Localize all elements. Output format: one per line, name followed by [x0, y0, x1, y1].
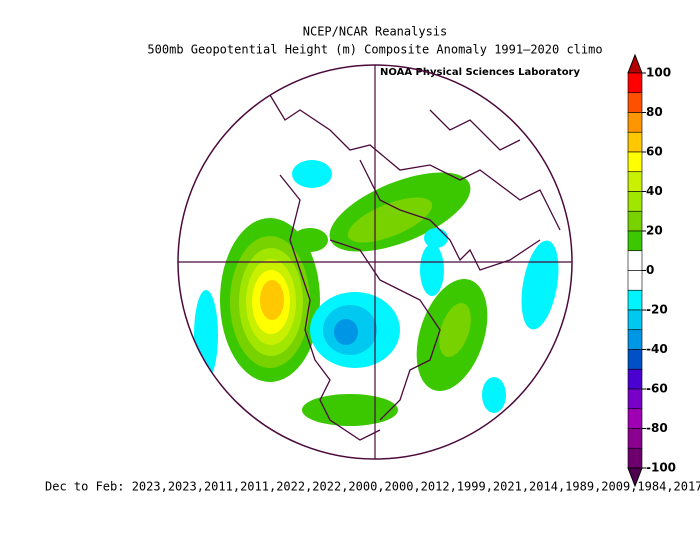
colorbar-segment — [627, 171, 643, 192]
credit: NOAA Physical Sciences Laboratory — [380, 67, 581, 78]
coastlines — [269, 94, 561, 441]
colorbar-tick-label: 80 — [646, 105, 663, 119]
colorbar-tick-label: -60 — [646, 382, 668, 396]
colorbar-segment — [627, 250, 643, 271]
colorbar-segment — [627, 329, 643, 350]
colorbar-tick-label: -100 — [646, 461, 676, 475]
colorbar-segment — [627, 210, 643, 232]
colorbar-segment — [627, 92, 643, 113]
colorbar-tick-label: 0 — [646, 263, 654, 277]
colorbar-segment — [627, 428, 643, 449]
colorbar-segment — [627, 72, 643, 94]
colorbar-tick-label: 100 — [646, 66, 671, 80]
colorbar-tick-label: 60 — [646, 145, 663, 159]
colorbar-segment — [627, 289, 643, 311]
colorbar-segment — [627, 131, 643, 153]
colorbar-segment — [627, 388, 643, 410]
colorbar-tick-label: -20 — [646, 303, 668, 317]
colorbar-segment — [627, 112, 643, 133]
title: NCEP/NCAR Reanalysis — [303, 25, 448, 39]
footer: Dec to Feb: 2023,2023,2011,2011,2022,202… — [45, 480, 700, 494]
colorbar-segment — [627, 191, 643, 212]
colorbar-arrow — [627, 53, 643, 74]
colorbar-tick-label: -80 — [646, 421, 668, 435]
colorbar-tick-label: 40 — [646, 184, 663, 198]
colorbar-segment — [627, 349, 643, 370]
colorbar-segment — [627, 151, 643, 173]
colorbar-arrow — [627, 467, 643, 488]
colorbar-segment — [627, 408, 643, 429]
colorbar-segment — [627, 447, 643, 469]
colorbar-tick-label: -40 — [646, 342, 668, 356]
colorbar: 100 80 60 40 20 0 -20 -40 -60 -80 -100 — [627, 53, 676, 488]
colorbar-tick-label: 20 — [646, 224, 663, 238]
colorbar-segment — [627, 270, 643, 291]
colorbar-segment — [627, 230, 643, 252]
anomaly-field — [194, 160, 559, 426]
colorbar-segment — [627, 368, 643, 390]
colorbar-segment — [627, 309, 643, 331]
subtitle: 500mb Geopotential Height (m) Composite … — [147, 43, 602, 57]
